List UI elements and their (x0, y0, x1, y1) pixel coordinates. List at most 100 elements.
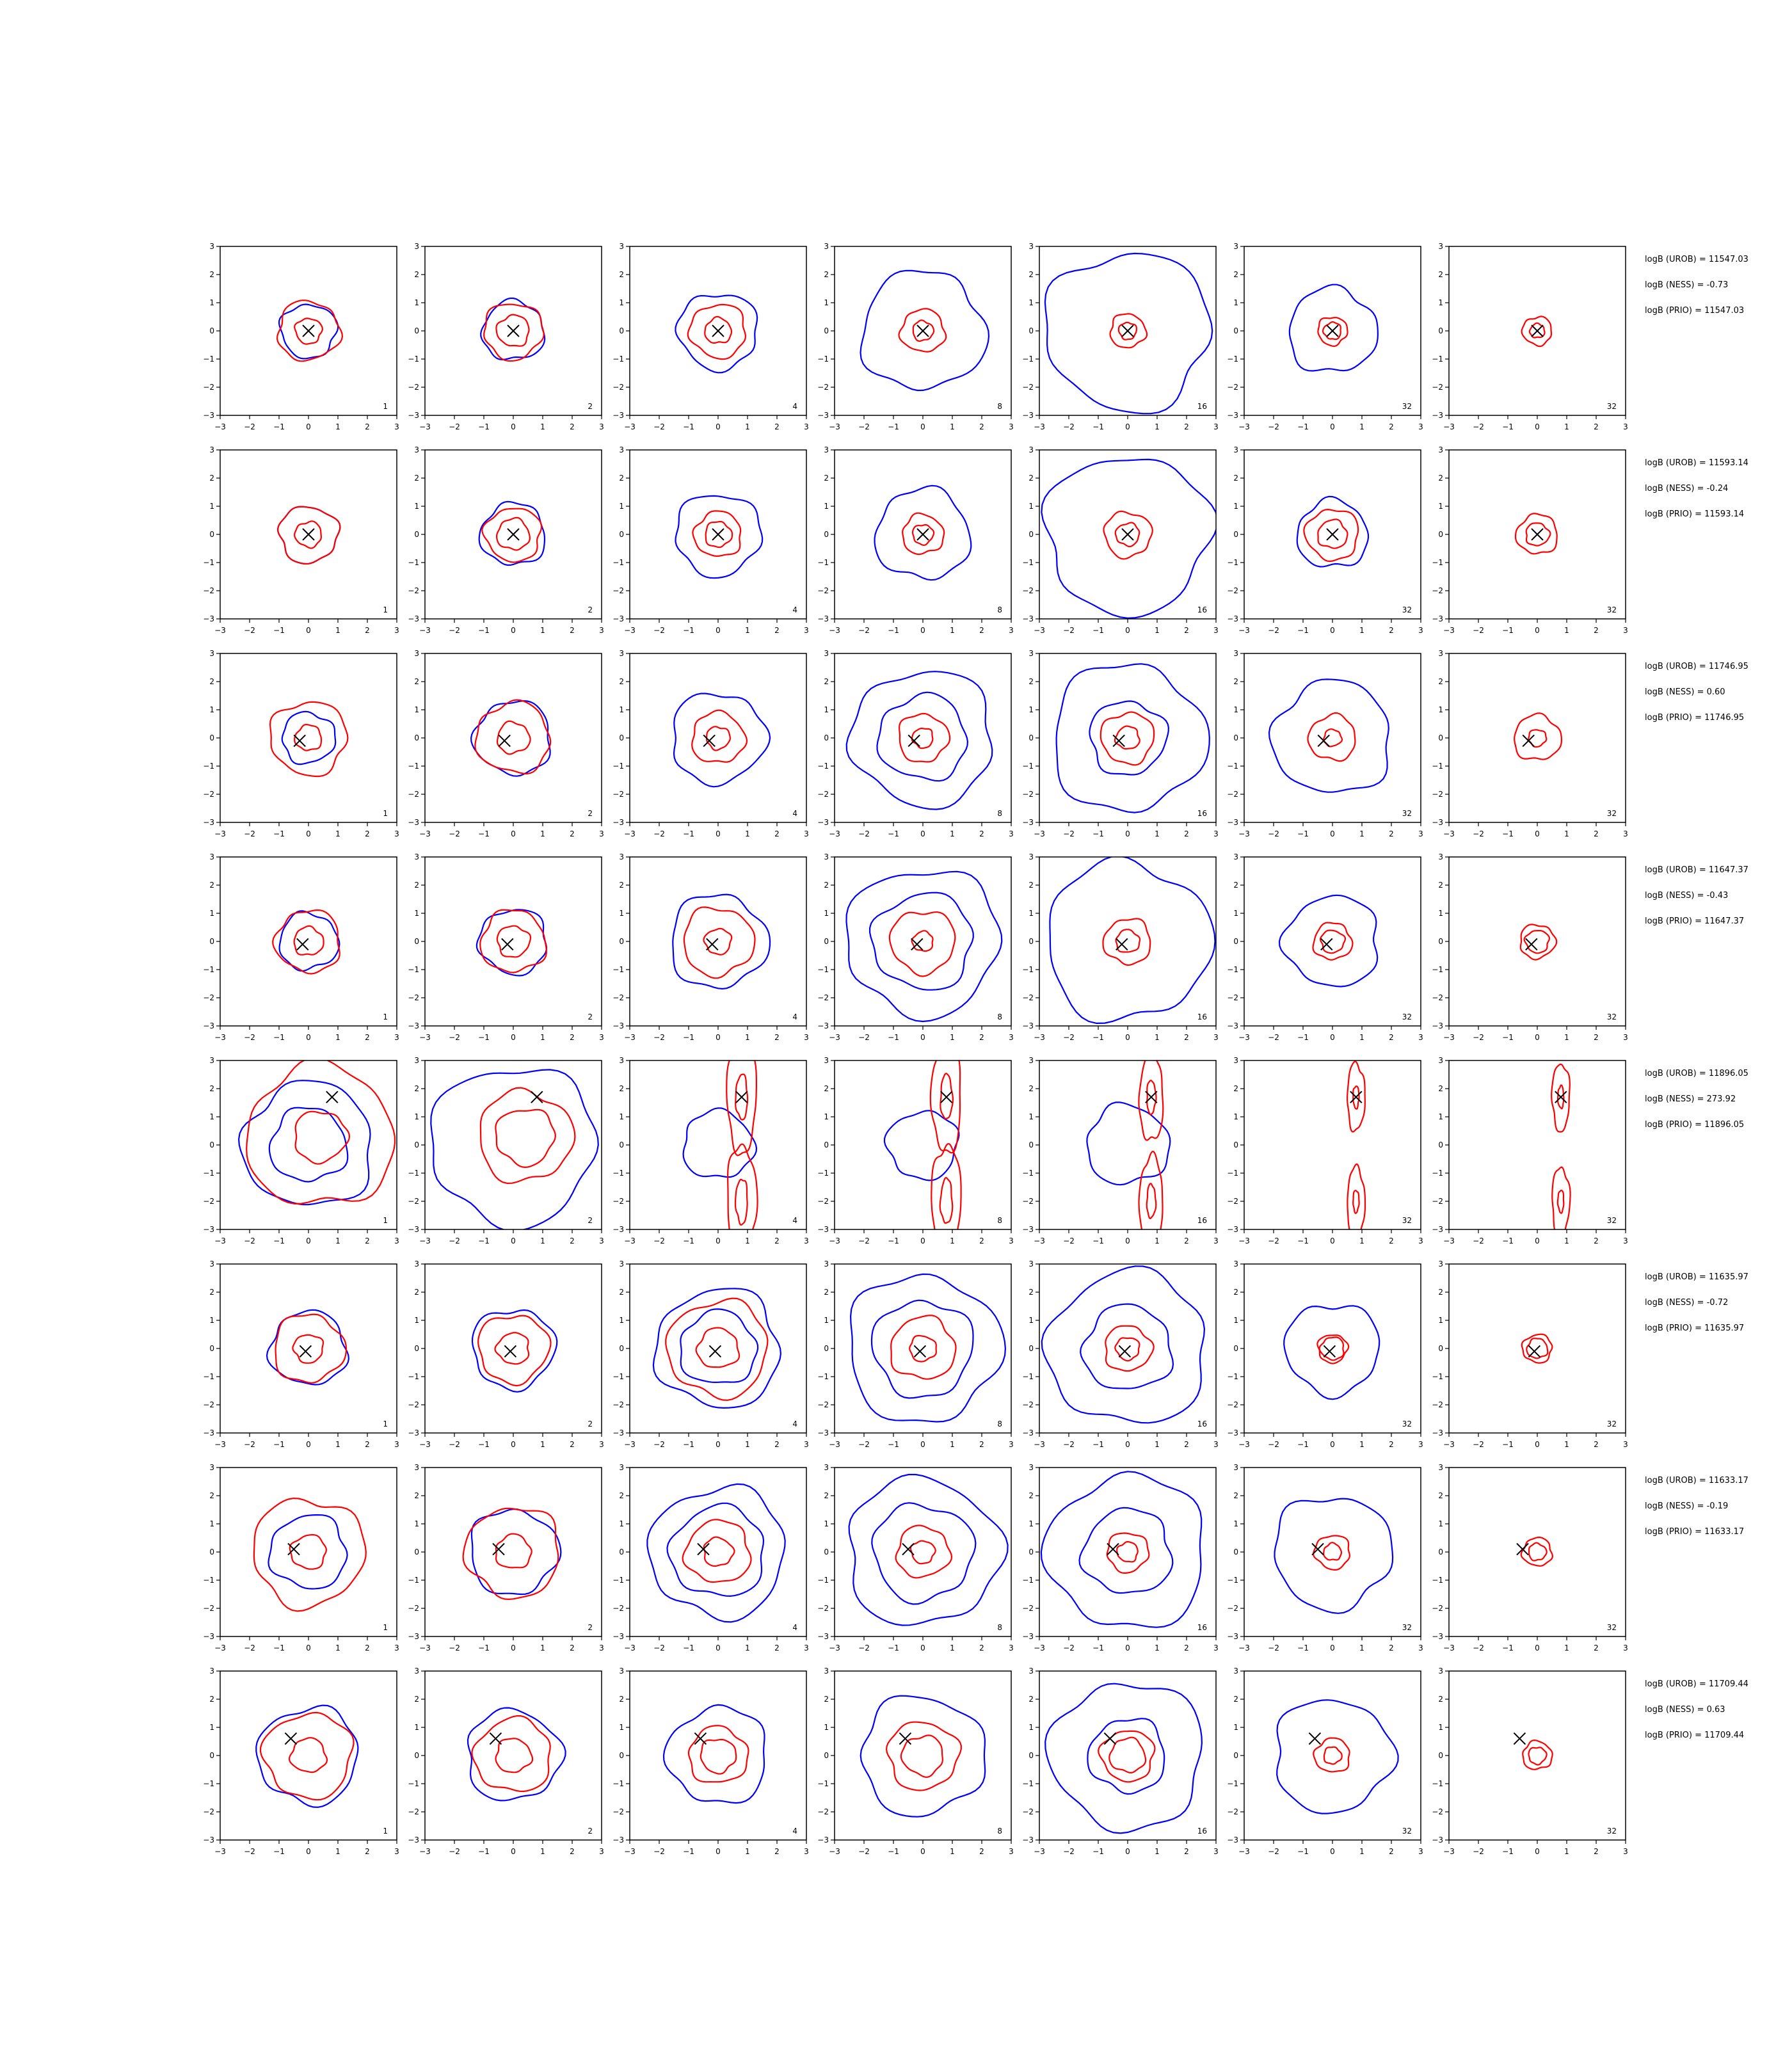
plot-area (652, 1288, 782, 1409)
blue-contour (870, 1299, 974, 1399)
x-tick-label: 1 (950, 626, 955, 635)
x-marker (902, 1542, 915, 1556)
x-tick-label: −3 (1034, 422, 1045, 431)
y-tick-label: 0 (209, 1140, 214, 1149)
x-tick-label: 0 (1330, 1033, 1335, 1042)
x-tick-label: −1 (1092, 1847, 1104, 1856)
panel-label: 32 (1402, 1827, 1412, 1836)
red-contour (276, 506, 341, 565)
blue-contour (266, 1309, 350, 1386)
subplot-panel: −3 −2 −1 0 1 2 3 3 2 1 0 −1 −2 −3 4 (612, 445, 809, 635)
y-tick-label: −3 (203, 1021, 214, 1030)
x-tick-label: 1 (1155, 1033, 1160, 1042)
x-marker (287, 1542, 300, 1556)
x-tick-label: −2 (449, 422, 460, 431)
x-tick-label: −2 (653, 626, 665, 635)
x-tick-label: 1 (950, 1236, 955, 1245)
red-contour (293, 925, 324, 956)
x-tick-label: −3 (214, 1440, 226, 1449)
y-tick-label: 1 (824, 298, 829, 307)
panel-label: 4 (792, 1827, 797, 1836)
x-tick-label: −3 (624, 1644, 636, 1652)
x-tick-label: 2 (365, 1847, 370, 1856)
y-tick-label: 0 (619, 733, 624, 742)
y-tick-label: 1 (619, 298, 624, 307)
blue-contour (673, 692, 771, 788)
x-tick-label: 2 (1594, 829, 1599, 838)
red-contour (1116, 1540, 1139, 1563)
row-stat: logB (NESS) = -0.73 (1645, 280, 1728, 290)
y-tick-label: 3 (1438, 445, 1443, 454)
y-tick-label: −1 (203, 355, 214, 364)
x-tick-label: 2 (365, 1236, 370, 1245)
x-tick-label: 1 (1155, 1440, 1160, 1449)
x-tick-label: 1 (1359, 422, 1364, 431)
y-tick-label: −1 (1227, 355, 1238, 364)
x-tick-label: −2 (858, 829, 870, 838)
y-tick-label: −1 (1432, 1372, 1443, 1381)
x-tick-label: −2 (1473, 829, 1484, 838)
y-tick-label: −2 (1022, 1604, 1034, 1613)
y-tick-label: 1 (1028, 705, 1034, 714)
red-contour (477, 1315, 552, 1387)
y-tick-label: 0 (209, 733, 214, 742)
y-tick-label: 3 (1233, 1260, 1238, 1268)
panel-label: 8 (997, 605, 1002, 614)
x-tick-label: 1 (540, 829, 545, 838)
y-tick-label: 0 (414, 937, 419, 946)
x-marker (1326, 528, 1339, 541)
x-tick-label: 3 (394, 1847, 399, 1856)
x-tick-label: −1 (1297, 829, 1309, 838)
x-tick-label: −3 (829, 422, 840, 431)
y-tick-label: 0 (414, 1344, 419, 1353)
blue-contour (849, 1273, 1007, 1423)
x-tick-label: 2 (979, 1644, 984, 1652)
y-tick-label: 3 (209, 242, 214, 251)
plot-area (480, 297, 546, 362)
y-tick-label: 0 (1233, 326, 1238, 335)
plot-area (845, 870, 1003, 1023)
red-contour (474, 699, 552, 775)
y-tick-label: −1 (1022, 1169, 1034, 1178)
x-marker (1121, 528, 1134, 541)
x-tick-label: −3 (214, 422, 226, 431)
x-tick-label: −1 (478, 626, 490, 635)
subplot-panel: −3 −2 −1 0 1 2 3 3 2 1 0 −1 −2 −3 1 (203, 1056, 399, 1245)
x-tick-label: 1 (1564, 1440, 1569, 1449)
panel-frame (1039, 1670, 1217, 1841)
y-tick-label: −1 (612, 1576, 624, 1585)
panel-label: 1 (383, 1216, 388, 1225)
plot-area (675, 294, 758, 374)
x-tick-label: 3 (804, 626, 809, 635)
y-tick-label: −1 (1432, 1576, 1443, 1585)
y-tick-label: −2 (817, 1604, 829, 1613)
y-tick-label: 2 (1438, 474, 1443, 483)
y-tick-label: 2 (1028, 1695, 1034, 1704)
x-tick-label: −1 (1092, 1440, 1104, 1449)
y-tick-label: 3 (1438, 852, 1443, 861)
subplot-panel: −3 −2 −1 0 1 2 3 3 2 1 0 −1 −2 −3 2 (408, 1463, 604, 1652)
x-tick-label: −2 (1063, 1847, 1075, 1856)
blue-contour (666, 1502, 765, 1597)
y-tick-label: 2 (414, 1084, 419, 1093)
x-tick-label: 0 (920, 1644, 925, 1652)
x-marker (302, 324, 315, 337)
x-tick-label: 2 (1594, 1847, 1599, 1856)
subplot-panel: −3 −2 −1 0 1 2 3 3 2 1 0 −1 −2 −3 8 (817, 1463, 1014, 1652)
blue-contour (1278, 894, 1379, 988)
x-tick-label: 1 (1359, 1847, 1364, 1856)
subplot-panel: −3 −2 −1 0 1 2 3 3 2 1 0 −1 −2 −3 1 (203, 1667, 399, 1856)
y-tick-label: 3 (619, 242, 624, 251)
x-marker (1528, 1345, 1541, 1358)
y-tick-label: −1 (1432, 1169, 1443, 1178)
red-contour (704, 316, 733, 344)
row-stat: logB (PRIO) = 11635.97 (1645, 1324, 1744, 1333)
y-tick-label: −2 (817, 1197, 829, 1206)
y-tick-label: −2 (817, 790, 829, 799)
x-tick-label: 3 (1213, 1440, 1219, 1449)
y-tick-label: −1 (203, 1576, 214, 1585)
